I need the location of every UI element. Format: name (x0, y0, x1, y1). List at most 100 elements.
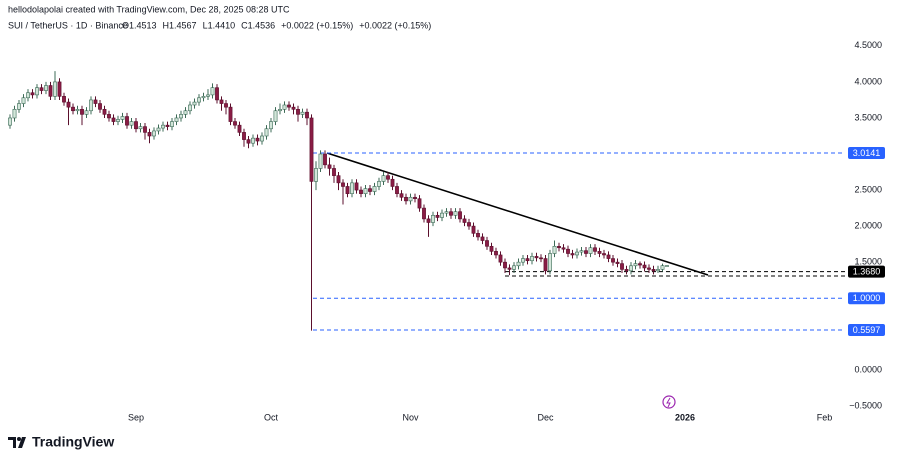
candle-body (84, 110, 89, 115)
candle-body (530, 256, 534, 262)
brand: TradingView (32, 434, 114, 450)
candle-body (611, 258, 615, 263)
candle-body (309, 117, 314, 182)
candle-body (539, 257, 543, 260)
x-tick-label: Sep (128, 412, 144, 422)
candle-body (534, 256, 539, 259)
candle-body (107, 114, 111, 119)
candle-body (116, 119, 120, 122)
candle-body (102, 109, 107, 115)
candle-body (129, 121, 134, 126)
candle-body (359, 189, 363, 194)
candle-body (44, 85, 48, 91)
price-level-tag (848, 146, 885, 159)
candle-body (251, 137, 255, 144)
candle-body (345, 186, 350, 194)
candle-body (399, 193, 404, 198)
candle-body (444, 211, 449, 214)
candle-body (12, 109, 17, 119)
candle-body (413, 196, 417, 200)
candle-body (453, 211, 458, 216)
event-icon-bolt (666, 397, 671, 408)
candle-body (170, 121, 174, 127)
candle-body (39, 87, 44, 91)
y-tick-label: −0.5000 (849, 401, 882, 411)
candle-body (507, 267, 512, 270)
x-tick-label: Oct (264, 412, 279, 422)
candle-body (417, 198, 422, 209)
candle-body (620, 263, 624, 270)
candle-body (314, 168, 318, 182)
candle-body (17, 103, 21, 110)
candle-body (593, 247, 597, 252)
candle-body (215, 87, 219, 101)
candle-body (633, 263, 638, 267)
candle-body (8, 117, 12, 126)
candle-body (120, 116, 125, 120)
candle-body (228, 106, 233, 122)
candle-body (570, 253, 575, 256)
ohlc-legend: O1.4513 H1.4567 L1.4410 C1.4536 +0.0022 (+0.… (122, 20, 431, 30)
candle-body (566, 248, 570, 254)
ohlc-value: +0.0022 (+0.15%) (281, 20, 353, 30)
ohlc-value: H1.4567 (163, 20, 197, 30)
x-tick-label: Feb (817, 412, 833, 422)
candle-body (26, 92, 30, 99)
candle-body (291, 106, 296, 110)
candle-body (282, 104, 287, 110)
candle-body (638, 263, 642, 266)
candle-body (224, 103, 228, 108)
candle-body (111, 117, 116, 122)
candle-body (323, 153, 327, 166)
candle-body (390, 178, 395, 187)
ohlc-value: +0.0022 (+0.15%) (359, 20, 431, 30)
candle-body (125, 116, 129, 126)
candle-body (494, 251, 498, 256)
ohlc-value: C1.4536 (241, 20, 275, 30)
candle-body (192, 101, 197, 106)
candle-body (152, 130, 156, 137)
candle-body (300, 111, 305, 115)
candle-body (327, 164, 332, 169)
candle-body (575, 251, 579, 256)
candle-body (318, 153, 323, 169)
event-icon[interactable] (662, 395, 676, 409)
candle-body (165, 124, 170, 127)
x-tick-label: Dec (537, 412, 554, 422)
candle-body (305, 111, 309, 119)
price-level-label: 0.5597 (853, 325, 881, 335)
candle-body (246, 139, 251, 144)
candle-body (35, 87, 39, 96)
brand-logo (8, 437, 26, 448)
y-tick-label: 2.0000 (854, 220, 882, 230)
y-tick-label: 4.5000 (854, 40, 882, 50)
candle-body (93, 99, 98, 104)
candle-body (579, 250, 584, 253)
candle-body (431, 215, 435, 223)
logo-dot (17, 437, 21, 441)
candle-body (156, 127, 161, 132)
y-tick-label: 4.0000 (854, 76, 882, 86)
candle-body (480, 236, 485, 241)
candle-body (660, 265, 665, 270)
candle-body (62, 96, 66, 103)
candle-body (521, 258, 525, 263)
candle-body (147, 132, 152, 137)
candle-body (75, 109, 80, 112)
logo-mark (8, 437, 26, 448)
candle-body (255, 137, 260, 142)
price-level-tag (848, 323, 885, 336)
credit: hellodolapolai created with TradingView.… (8, 4, 290, 14)
candle-body (368, 188, 372, 192)
candle-body (597, 251, 602, 254)
candle-body (233, 121, 237, 126)
y-tick-label: 3.5000 (854, 112, 882, 122)
candle-body (561, 247, 566, 250)
candle-body (53, 81, 57, 97)
candle-body (210, 87, 215, 96)
x-tick-label: Nov (402, 412, 419, 422)
price-level-tag (848, 265, 885, 278)
candle-body (341, 182, 345, 187)
candle-body (422, 207, 426, 220)
candle-body (260, 135, 264, 142)
